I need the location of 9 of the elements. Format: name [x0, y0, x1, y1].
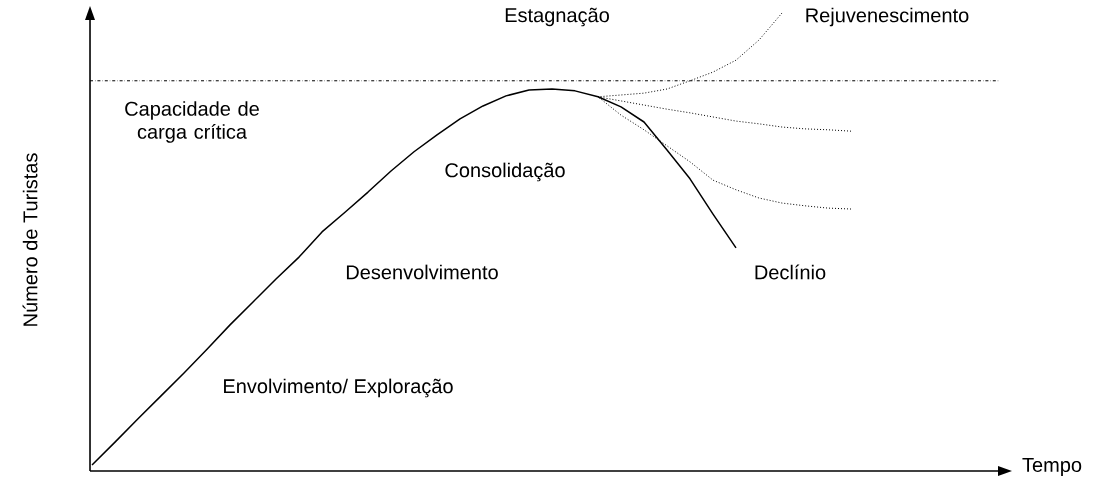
annotation: Envolvimento/ Exploração	[224, 378, 453, 398]
annotation: Consolidação	[445, 162, 565, 182]
annotation: Rejuvenescimento	[806, 7, 969, 27]
annotation: Estagnação	[505, 7, 609, 27]
annotation: Declínio	[755, 264, 826, 280]
annotation: Desenvolvimento	[346, 264, 498, 280]
ref-line-label: Capacidade de carga crítica	[125, 101, 259, 144]
y-axis-title: Número de Turistas	[22, 153, 38, 326]
x-axis-title: Tempo	[1022, 458, 1082, 477]
